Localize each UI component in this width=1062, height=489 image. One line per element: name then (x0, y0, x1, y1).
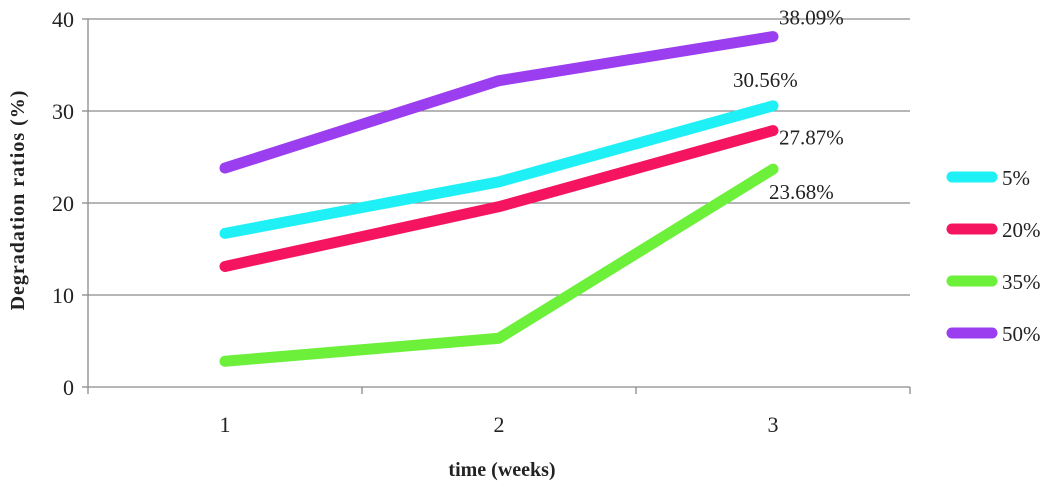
legend-label: 35% (1002, 270, 1041, 294)
series-line (219, 163, 779, 367)
data-label: 23.68% (769, 180, 834, 204)
y-tick-label: 20 (52, 191, 74, 216)
data-label: 27.87% (779, 126, 844, 150)
legend: 5% 20% 35% 50% (946, 166, 1041, 346)
legend-label: 50% (1002, 322, 1041, 346)
x-tick-labels: 1 2 3 (220, 412, 779, 437)
y-tick-label: 0 (63, 375, 74, 400)
y-tick-label: 40 (52, 7, 74, 32)
series-line (219, 100, 779, 239)
y-tick-labels: 0 10 20 30 40 (52, 7, 74, 400)
data-labels: 30.56% 27.87% 23.68% 38.09% (733, 6, 844, 205)
legend-label: 5% (1002, 166, 1030, 190)
data-label: 38.09% (779, 6, 844, 30)
series-line (219, 125, 779, 272)
y-tick-label: 10 (52, 283, 74, 308)
series-line (219, 31, 779, 174)
y-tick-label: 30 (52, 99, 74, 124)
x-axis-title: time (weeks) (448, 459, 555, 481)
series-lines (219, 31, 779, 367)
x-tick-label: 2 (494, 412, 505, 437)
gridlines (88, 18, 910, 296)
x-tick-label: 3 (768, 412, 779, 437)
y-axis-title: Degradation ratios (%) (7, 90, 29, 311)
x-tick-label: 1 (220, 412, 231, 437)
legend-label: 20% (1002, 218, 1041, 242)
axes (82, 18, 911, 394)
data-label: 30.56% (733, 68, 798, 92)
